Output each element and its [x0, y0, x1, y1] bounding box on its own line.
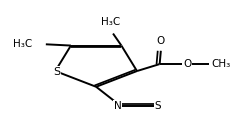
Text: O: O [157, 36, 165, 46]
Text: N: N [114, 101, 121, 111]
Text: S: S [155, 101, 162, 111]
Text: O: O [183, 59, 191, 69]
Text: H₃C: H₃C [13, 39, 33, 49]
Text: H₃C: H₃C [101, 17, 120, 27]
Text: S: S [53, 67, 60, 77]
Text: CH₃: CH₃ [211, 59, 230, 69]
